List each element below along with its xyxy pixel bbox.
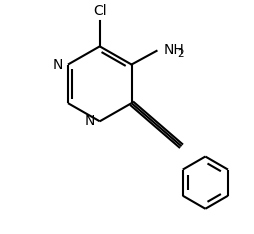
Text: 2: 2	[178, 49, 184, 59]
Text: N: N	[84, 114, 95, 128]
Text: NH: NH	[163, 43, 184, 57]
Text: N: N	[53, 58, 63, 72]
Text: Cl: Cl	[93, 4, 107, 18]
